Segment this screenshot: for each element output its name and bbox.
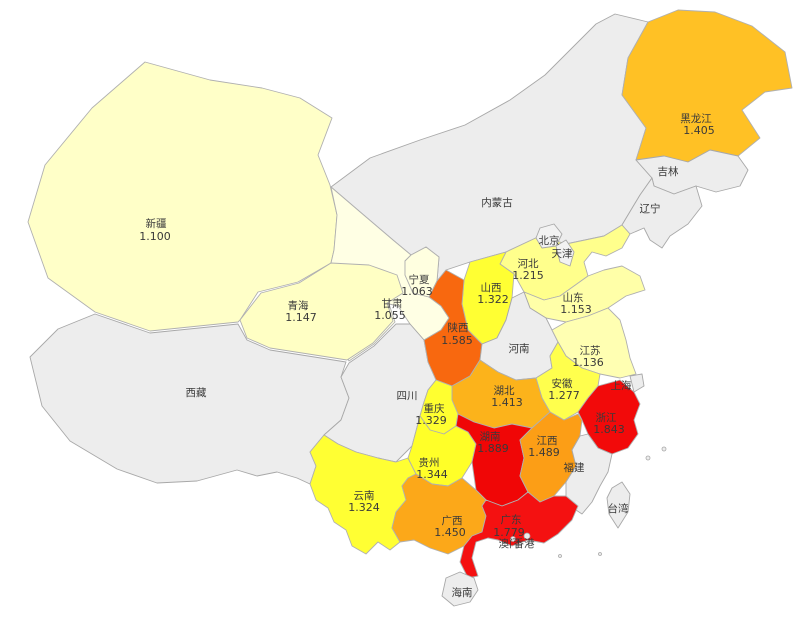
label-hainan: 海南: [452, 586, 473, 599]
province-fujian[interactable]: [565, 433, 613, 515]
province-shandong[interactable]: [523, 265, 646, 323]
value-shaanxi: 1.585: [441, 334, 473, 347]
label-jiangxi: 江西: [537, 435, 558, 447]
value-gansu: 1.055: [374, 309, 406, 322]
province-guizhou[interactable]: [407, 415, 477, 487]
label-hubei: 湖北: [494, 385, 515, 397]
label-xinjiang: 新疆: [146, 217, 167, 230]
value-guangxi: 1.450: [434, 526, 466, 539]
label-shanghai: 上海: [611, 379, 632, 392]
value-zhejiang: 1.843: [593, 423, 625, 436]
province-tianjin[interactable]: [555, 239, 575, 267]
label-hunan: 湖南: [480, 430, 501, 443]
label-chongqing: 重庆: [424, 402, 445, 415]
island-dot: [645, 455, 651, 461]
value-xinjiang: 1.100: [139, 230, 171, 243]
label-anhui: 安徽: [552, 377, 573, 390]
province-xinjiang[interactable]: [27, 61, 338, 332]
label-ningxia: 宁夏: [409, 273, 430, 286]
value-qinghai: 1.147: [285, 311, 317, 324]
province-guangdong[interactable]: [459, 491, 579, 579]
value-hebei: 1.215: [512, 269, 544, 282]
province-shanghai[interactable]: [629, 373, 645, 393]
value-yunnan: 1.324: [348, 501, 380, 514]
label-zhejiang: 浙江: [596, 412, 617, 424]
label-heilongjiang: 黑龙江: [680, 112, 712, 125]
label-guangdong: 广东: [501, 513, 522, 526]
label-beijing: 北京: [539, 234, 560, 247]
province-zhejiang[interactable]: [577, 379, 641, 455]
value-hunan: 1.889: [477, 442, 509, 455]
label-jiangsu: 江苏: [580, 344, 601, 357]
province-taiwan[interactable]: [606, 481, 631, 529]
label-gansu: 甘肃: [382, 297, 403, 310]
label-guizhou: 贵州: [419, 456, 440, 469]
value-guangdong: 1.779: [493, 526, 525, 539]
province-qinghai[interactable]: [239, 262, 404, 361]
value-chongqing: 1.329: [415, 414, 447, 427]
province-hainan[interactable]: [441, 571, 479, 607]
label-guangxi: 广西: [442, 515, 463, 527]
label-yunnan: 云南: [354, 489, 375, 502]
label-jilin: 吉林: [658, 165, 679, 178]
label-shaanxi: 陕西: [448, 321, 469, 334]
province-macau[interactable]: [510, 536, 516, 542]
label-qinghai: 青海: [288, 299, 309, 312]
value-guizhou: 1.344: [416, 468, 448, 481]
island-dot: [558, 554, 562, 558]
value-hubei: 1.413: [491, 396, 523, 409]
value-anhui: 1.277: [548, 389, 580, 402]
label-taiwan: 台湾: [608, 502, 629, 515]
value-shandong: 1.153: [560, 303, 592, 316]
province-heilongjiang[interactable]: [621, 9, 793, 163]
value-heilongjiang: 1.405: [683, 124, 715, 137]
label-hebei: 河北: [518, 258, 539, 270]
label-shanxi: 山西: [481, 282, 502, 294]
label-neimenggu: 内蒙古: [481, 196, 513, 209]
label-fujian: 福建: [564, 461, 585, 474]
value-jiangsu: 1.136: [572, 356, 604, 369]
label-tianjin: 天津: [552, 248, 573, 260]
label-henan: 河南: [509, 342, 530, 355]
island-dot: [598, 552, 602, 556]
island-dot: [661, 446, 667, 452]
label-hongkong: 香港: [514, 538, 535, 550]
label-macau: 澳门: [499, 537, 520, 550]
label-xizang: 西藏: [186, 387, 207, 399]
value-shanxi: 1.322: [477, 293, 509, 306]
province-hongkong[interactable]: [523, 532, 531, 540]
label-liaoning: 辽宁: [640, 202, 661, 215]
label-shandong: 山东: [563, 291, 584, 304]
label-sichuan: 四川: [397, 390, 418, 402]
value-ningxia: 1.063: [401, 285, 433, 298]
value-jiangxi: 1.489: [528, 446, 560, 459]
